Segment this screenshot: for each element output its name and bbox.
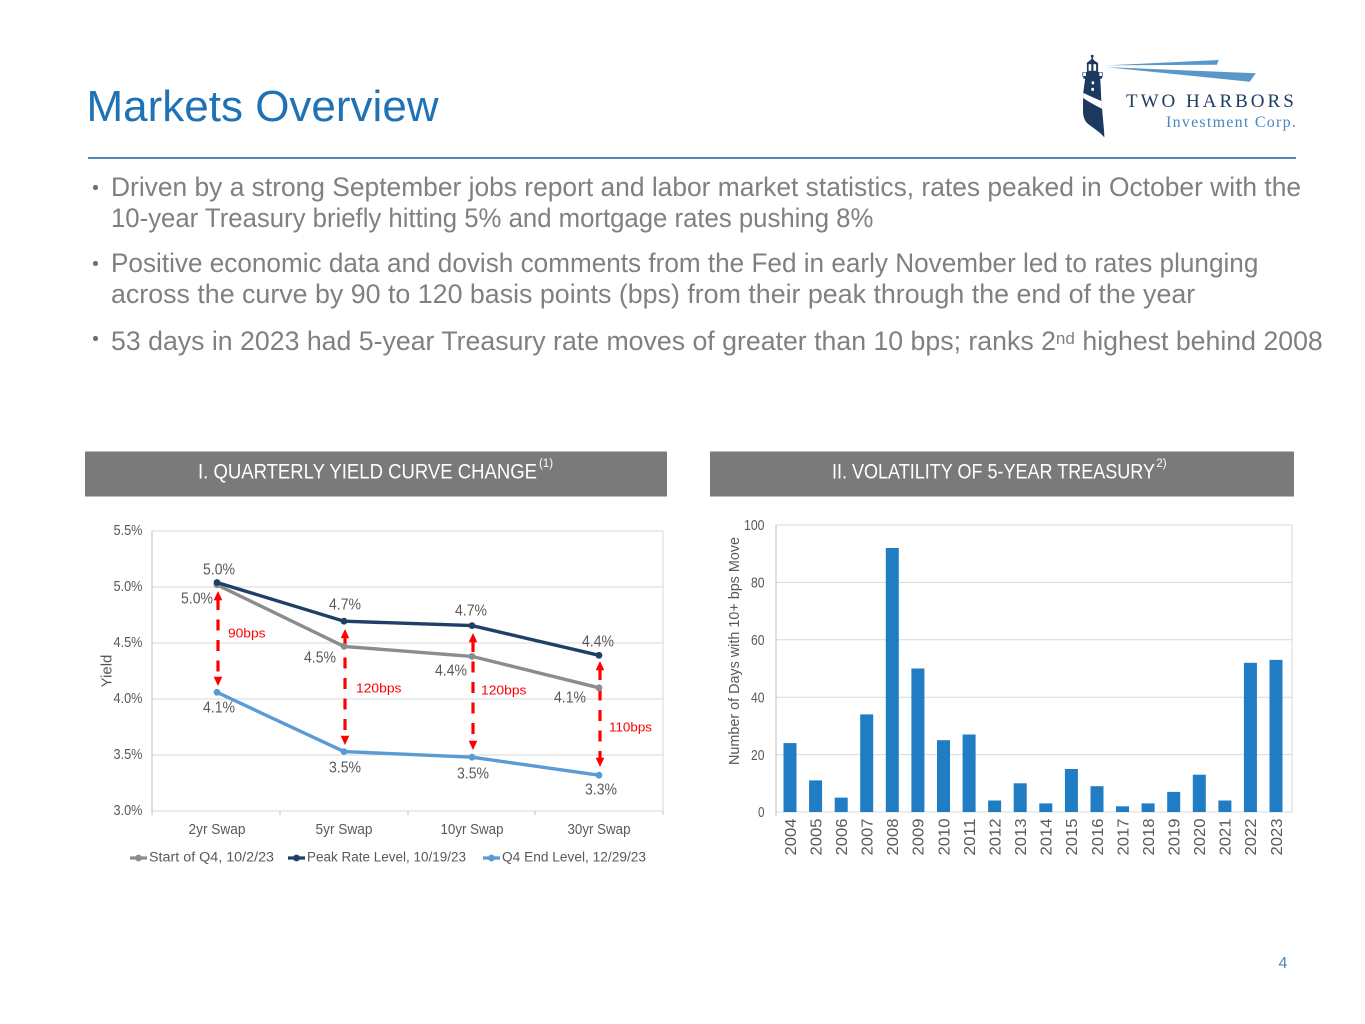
svg-text:2013: 2013: [1013, 819, 1030, 856]
svg-text:4.1%: 4.1%: [203, 699, 235, 716]
svg-text:10yr Swap: 10yr Swap: [441, 821, 504, 838]
svg-text:2020: 2020: [1192, 818, 1209, 855]
svg-text:2007: 2007: [860, 819, 877, 856]
svg-text:3.5%: 3.5%: [457, 765, 489, 782]
svg-text:2017: 2017: [1115, 819, 1132, 856]
svg-text:4.4%: 4.4%: [435, 662, 467, 679]
svg-text:2009: 2009: [911, 819, 928, 856]
svg-text:120bps: 120bps: [481, 683, 527, 698]
svg-text:5.0%: 5.0%: [181, 590, 213, 607]
svg-text:80: 80: [751, 575, 765, 592]
svg-text:2022: 2022: [1243, 819, 1260, 856]
svg-text:40: 40: [751, 689, 765, 706]
svg-text:Number of Days with 10+ bps Mo: Number of Days with 10+ bps Move: [726, 537, 743, 765]
svg-text:4.7%: 4.7%: [455, 602, 487, 619]
svg-text:5yr Swap: 5yr Swap: [316, 821, 373, 838]
svg-text:(1): (1): [539, 458, 553, 470]
svg-text:2005: 2005: [808, 819, 825, 856]
svg-text:2012: 2012: [987, 819, 1004, 856]
svg-text:4.4%: 4.4%: [582, 633, 614, 650]
svg-text:2010: 2010: [936, 818, 953, 855]
svg-text:2015: 2015: [1064, 819, 1081, 856]
svg-text:2011: 2011: [962, 819, 979, 856]
svg-text:5.5%: 5.5%: [114, 522, 143, 539]
svg-text:2yr Swap: 2yr Swap: [189, 821, 246, 838]
svg-text:Q4 End Level, 12/29/23: Q4 End Level, 12/29/23: [502, 850, 646, 865]
svg-text:3.5%: 3.5%: [329, 759, 361, 776]
svg-text:II. VOLATILITY OF 5-YEAR TREAS: II. VOLATILITY OF 5-YEAR TREASURY: [832, 459, 1155, 483]
svg-text:2023: 2023: [1269, 819, 1286, 856]
svg-text:4.1%: 4.1%: [554, 689, 586, 706]
svg-text:4.5%: 4.5%: [304, 649, 336, 666]
svg-text:30yr Swap: 30yr Swap: [568, 821, 631, 838]
svg-text:2014: 2014: [1039, 818, 1056, 855]
svg-text:90bps: 90bps: [228, 626, 266, 641]
svg-text:3.5%: 3.5%: [114, 746, 143, 763]
svg-text:Start of Q4, 10/2/23: Start of Q4, 10/2/23: [149, 850, 274, 865]
svg-text:3.0%: 3.0%: [114, 802, 143, 819]
svg-text:2): 2): [1156, 458, 1166, 470]
svg-text:I. QUARTERLY YIELD CURVE CHANG: I. QUARTERLY YIELD CURVE CHANGE: [198, 459, 537, 483]
svg-text:0: 0: [758, 804, 765, 821]
svg-text:2006: 2006: [834, 819, 851, 856]
svg-text:Yield: Yield: [99, 655, 116, 688]
svg-text:60: 60: [751, 632, 765, 649]
svg-text:5.0%: 5.0%: [203, 561, 235, 578]
svg-text:2019: 2019: [1167, 819, 1184, 856]
svg-text:5.0%: 5.0%: [114, 578, 143, 595]
svg-text:2016: 2016: [1090, 819, 1107, 856]
svg-text:2004: 2004: [783, 818, 800, 855]
svg-text:4.5%: 4.5%: [114, 634, 143, 651]
svg-text:2018: 2018: [1141, 819, 1158, 856]
svg-text:20: 20: [751, 747, 765, 764]
svg-text:110bps: 110bps: [609, 720, 653, 735]
svg-text:Peak Rate Level, 10/19/23: Peak Rate Level, 10/19/23: [307, 850, 466, 865]
svg-text:3.3%: 3.3%: [585, 781, 617, 798]
svg-text:120bps: 120bps: [356, 681, 402, 696]
svg-text:4.7%: 4.7%: [329, 596, 361, 613]
svg-text:2021: 2021: [1218, 819, 1235, 856]
svg-text:100: 100: [744, 517, 765, 534]
svg-text:2008: 2008: [885, 819, 902, 856]
svg-text:4.0%: 4.0%: [114, 690, 143, 707]
